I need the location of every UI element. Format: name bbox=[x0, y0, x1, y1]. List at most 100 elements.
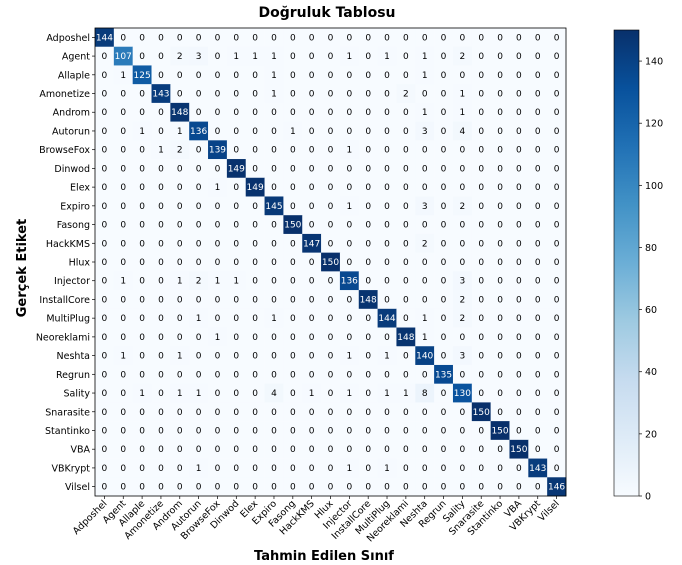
cell-value: 1 bbox=[233, 277, 239, 287]
cell-value: 0 bbox=[403, 108, 409, 118]
cell-value: 0 bbox=[215, 239, 221, 249]
heatmap-cell bbox=[339, 159, 360, 179]
heatmap-cell bbox=[283, 383, 303, 403]
heatmap-cell bbox=[189, 252, 209, 272]
cell-value: 150 bbox=[473, 408, 490, 418]
cell-value: 0 bbox=[441, 426, 447, 436]
cell-value: 0 bbox=[441, 295, 447, 305]
cell-value: 0 bbox=[497, 33, 503, 43]
cell-value: 0 bbox=[384, 333, 390, 343]
heatmap-cell bbox=[170, 196, 190, 216]
cell-value: 0 bbox=[328, 90, 334, 100]
cell-value: 0 bbox=[158, 445, 164, 455]
heatmap-cell bbox=[264, 402, 284, 422]
cell-value: 0 bbox=[139, 445, 145, 455]
cell-value: 0 bbox=[460, 464, 466, 474]
heatmap-cell bbox=[452, 477, 473, 497]
cell-value: 1 bbox=[403, 389, 409, 399]
cell-value: 0 bbox=[120, 464, 126, 474]
cell-value: 0 bbox=[554, 295, 560, 305]
cell-value: 0 bbox=[478, 146, 484, 156]
heatmap-cell bbox=[509, 233, 529, 253]
y-tick-label: Injector bbox=[54, 276, 90, 287]
cell-value: 0 bbox=[346, 314, 352, 324]
cell-value: 148 bbox=[397, 333, 414, 343]
heatmap-cell bbox=[132, 121, 152, 141]
heatmap-cell bbox=[151, 196, 171, 216]
heatmap-cell bbox=[339, 421, 360, 441]
cell-value: 0 bbox=[233, 295, 239, 305]
heatmap-cell bbox=[151, 346, 171, 366]
heatmap-cell bbox=[509, 252, 529, 272]
cell-value: 1 bbox=[346, 202, 352, 212]
cell-value: 0 bbox=[177, 258, 183, 268]
heatmap-cell bbox=[452, 140, 473, 160]
cell-value: 0 bbox=[290, 183, 296, 193]
colorbar-tick-label: 60 bbox=[645, 305, 657, 316]
heatmap-cell bbox=[490, 290, 510, 310]
heatmap-cell bbox=[396, 177, 416, 197]
heatmap-cell bbox=[377, 159, 397, 179]
cell-value: 0 bbox=[120, 239, 126, 249]
heatmap-cell bbox=[434, 46, 454, 66]
heatmap-cell bbox=[302, 215, 322, 235]
cell-value: 0 bbox=[460, 239, 466, 249]
cell-value: 0 bbox=[328, 146, 334, 156]
cell-value: 0 bbox=[384, 202, 390, 212]
heatmap-cell bbox=[415, 308, 435, 328]
heatmap-cell bbox=[358, 458, 378, 478]
cell-value: 0 bbox=[441, 146, 447, 156]
cell-value: 0 bbox=[120, 295, 126, 305]
heatmap-cell bbox=[245, 140, 265, 160]
heatmap-cell bbox=[528, 290, 548, 310]
cell-value: 0 bbox=[158, 426, 164, 436]
cell-value: 0 bbox=[478, 221, 484, 231]
heatmap-cell bbox=[339, 308, 360, 328]
heatmap-cell bbox=[302, 140, 322, 160]
cell-value: 0 bbox=[328, 426, 334, 436]
y-tick-label: Stantinko bbox=[45, 426, 90, 437]
heatmap-cell bbox=[358, 140, 378, 160]
colorbar-tick-label: 0 bbox=[645, 492, 651, 503]
cell-value: 0 bbox=[535, 183, 541, 193]
heatmap-cell bbox=[396, 84, 416, 104]
cell-value: 0 bbox=[422, 33, 428, 43]
heatmap-cell bbox=[321, 102, 341, 122]
heatmap-cell bbox=[547, 84, 567, 104]
cell-value: 150 bbox=[491, 426, 508, 436]
heatmap-cell bbox=[113, 346, 133, 366]
cell-value: 0 bbox=[120, 164, 126, 174]
cell-value: 144 bbox=[96, 33, 113, 43]
cell-value: 0 bbox=[441, 202, 447, 212]
heatmap-cell bbox=[452, 327, 473, 347]
cell-value: 0 bbox=[139, 52, 145, 62]
cell-value: 0 bbox=[120, 408, 126, 418]
cell-value: 1 bbox=[346, 146, 352, 156]
heatmap-cell bbox=[321, 421, 341, 441]
heatmap-cell bbox=[208, 290, 228, 310]
cell-value: 0 bbox=[554, 164, 560, 174]
cell-value: 0 bbox=[309, 221, 315, 231]
heatmap-cell bbox=[113, 65, 133, 85]
heatmap-cell bbox=[264, 46, 284, 66]
heatmap-cell bbox=[189, 102, 209, 122]
cell-value: 0 bbox=[403, 408, 409, 418]
cell-value: 0 bbox=[346, 108, 352, 118]
cell-value: 0 bbox=[158, 127, 164, 137]
cell-value: 0 bbox=[460, 333, 466, 343]
heatmap-cell bbox=[208, 84, 228, 104]
cell-value: 147 bbox=[303, 239, 320, 249]
heatmap-cell bbox=[396, 46, 416, 66]
cell-value: 0 bbox=[554, 314, 560, 324]
cell-value: 0 bbox=[422, 90, 428, 100]
heatmap-cell bbox=[415, 383, 435, 403]
heatmap-cell bbox=[151, 177, 171, 197]
cell-value: 0 bbox=[215, 389, 221, 399]
heatmap-cell bbox=[113, 46, 133, 66]
heatmap-cell bbox=[434, 159, 454, 179]
heatmap-cell bbox=[490, 402, 510, 422]
heatmap-cell bbox=[302, 46, 322, 66]
heatmap-cell bbox=[547, 458, 567, 478]
heatmap-cell bbox=[396, 140, 416, 160]
cell-value: 0 bbox=[346, 164, 352, 174]
